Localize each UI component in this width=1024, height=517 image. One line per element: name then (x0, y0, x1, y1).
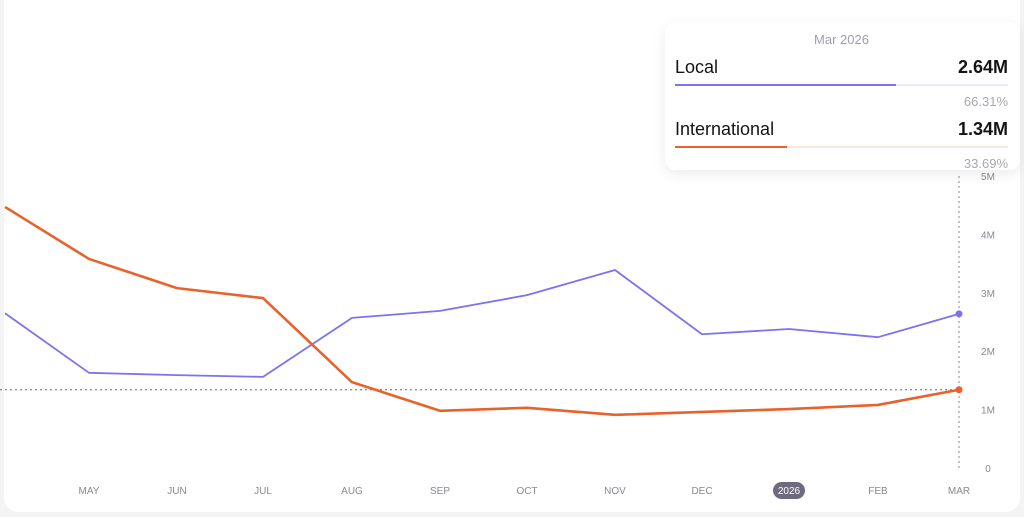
x-tick-label: MAR (948, 486, 970, 497)
series-line-international[interactable] (4, 205, 960, 417)
tooltip-percent: 66.31% (963, 94, 1008, 109)
tooltip-value: 2.64M (957, 57, 1008, 77)
y-tick-label: 1M (981, 406, 995, 417)
x-tick-label: OCT (516, 486, 537, 497)
x-tick-highlight (773, 482, 805, 499)
y-tick-label: 4M (981, 230, 995, 241)
tooltip-value: 1.34M (957, 119, 1008, 139)
x-tick-label: 2026 (778, 486, 801, 497)
data-point-international[interactable] (955, 386, 963, 394)
data-point-local[interactable] (955, 310, 963, 318)
tooltip-percent: 33.69% (963, 156, 1008, 171)
series-line-local[interactable] (4, 269, 960, 378)
x-tick-label: DEC (691, 486, 712, 497)
y-tick-label: 3M (981, 289, 995, 300)
x-tick-label: FEB (868, 486, 888, 497)
share-bar (675, 146, 1008, 148)
tooltip-label: Local (675, 57, 719, 77)
tooltip-title: Mar 2026 (814, 32, 869, 47)
x-tick-label: SEP (430, 486, 450, 497)
share-bar-fill (675, 146, 788, 148)
x-tick-label: AUG (341, 486, 363, 497)
x-tick-label: NOV (604, 486, 626, 497)
x-tick-label: MAY (79, 486, 100, 497)
tooltip-item-international: International 1.34M 33.69% (675, 119, 1008, 171)
y-tick-label: 0 (985, 464, 991, 475)
tooltip-item-local: Local 2.64M 66.31% (675, 57, 1008, 109)
y-tick-label: 2M (981, 347, 995, 358)
tooltip-label: International (675, 119, 775, 139)
share-bar-fill (675, 84, 896, 86)
y-tick-label: 5M (981, 172, 995, 183)
share-bar (675, 84, 1008, 86)
chart-tooltip: Mar 2026 Local 2.64M 66.31% International… (665, 22, 1020, 171)
x-tick-label: JUL (254, 486, 272, 497)
x-tick-label: JUN (167, 486, 186, 497)
